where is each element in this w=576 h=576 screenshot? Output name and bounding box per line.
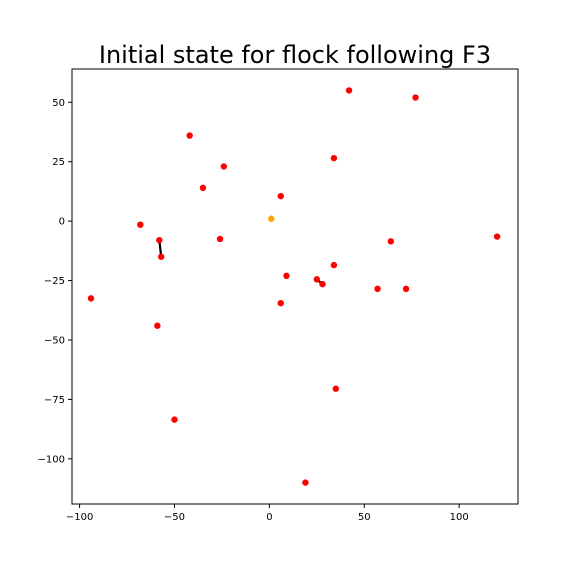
agent-point [137, 221, 144, 228]
y-tick-label: −100 [38, 454, 65, 465]
x-axis: −100 −50 0 50 100 [66, 504, 469, 523]
agent-point [283, 272, 290, 280]
plot-frame [71, 68, 519, 505]
agent-point [412, 94, 419, 101]
y-tick-label: −75 [44, 395, 65, 406]
agent-point [87, 295, 95, 302]
agent-point [199, 184, 207, 192]
agent-point [402, 285, 410, 293]
agent-point [216, 235, 224, 243]
y-axis: −100 −75 −50 −25 0 25 50 [38, 98, 72, 465]
agent-point [330, 261, 338, 269]
agent-point [493, 233, 501, 240]
agent-point [330, 154, 338, 162]
y-tick-label: 25 [52, 157, 65, 168]
agent-point [220, 163, 228, 170]
agent-point [374, 285, 381, 293]
chart-title: Initial state for flock following F3 [99, 41, 491, 69]
agent-point [277, 192, 284, 200]
agent-point [313, 276, 321, 283]
points-layer [87, 87, 501, 486]
leader-point [268, 215, 275, 222]
agent-point [302, 479, 309, 486]
plot-area [71, 68, 519, 505]
agent-point [345, 87, 353, 94]
x-tick-label: 0 [266, 512, 272, 523]
x-tick-label: −100 [66, 512, 93, 523]
agent-point [186, 132, 193, 139]
agent-point [277, 299, 284, 307]
agent-point [387, 238, 395, 245]
agent-point [171, 416, 178, 423]
agent-point [156, 236, 163, 244]
y-tick-label: 0 [59, 217, 65, 228]
x-tick-label: −50 [164, 512, 185, 523]
x-tick-label: 50 [358, 512, 371, 523]
y-tick-label: −50 [44, 335, 65, 346]
y-tick-label: −25 [44, 276, 65, 287]
agent-point [319, 280, 326, 288]
agent-point [332, 385, 340, 392]
y-tick-label: 50 [52, 98, 65, 109]
agent-point [158, 253, 165, 260]
x-tick-label: 100 [450, 512, 469, 523]
agent-point [154, 322, 161, 329]
